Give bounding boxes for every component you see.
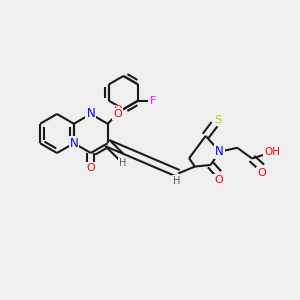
Text: S: S — [214, 115, 222, 125]
Text: O: O — [86, 163, 95, 173]
Text: H: H — [173, 176, 181, 186]
Text: O: O — [113, 105, 122, 116]
Text: N: N — [215, 145, 224, 158]
Text: N: N — [70, 137, 78, 150]
Text: N: N — [86, 107, 95, 121]
Text: OH: OH — [264, 147, 280, 157]
Text: F: F — [150, 96, 157, 106]
Text: O: O — [257, 168, 266, 178]
Text: O: O — [113, 109, 122, 119]
Text: O: O — [214, 175, 223, 185]
Text: H: H — [119, 158, 127, 169]
